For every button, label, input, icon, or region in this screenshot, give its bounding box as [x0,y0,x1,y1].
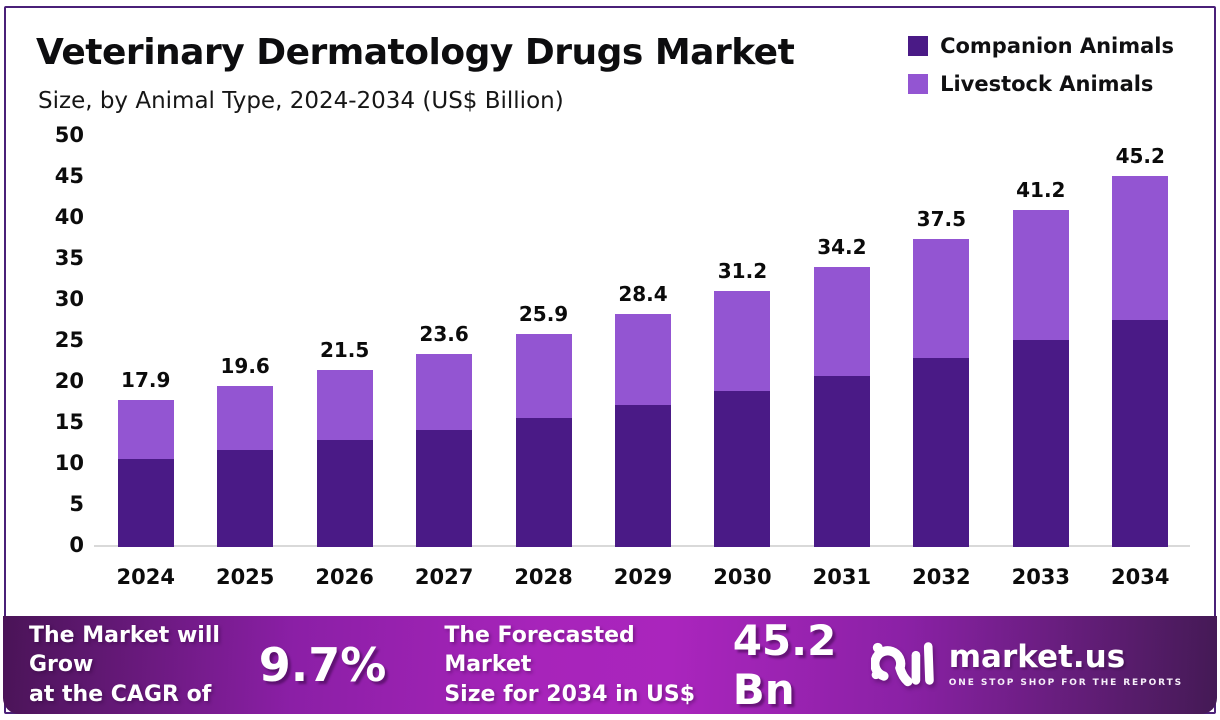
bar-total-label-2027: 23.6 [419,322,469,346]
y-tick-45: 45 [54,164,84,188]
y-tick-40: 40 [54,205,84,229]
x-label-2034: 2034 [1111,565,1170,589]
stacked-bar-chart: 50 45 40 35 30 25 20 15 10 5 0 17.9 19.6 21.5 23.6 25.… [36,123,1190,605]
bars-container: 17.9 19.6 21.5 23.6 25.9 28.4 31.2 34.2 37.5 41.2… [96,135,1190,547]
bar-total-label-2025: 19.6 [220,354,270,378]
bar-segment-livestock-2028 [515,334,572,418]
bar-total-label-2026: 21.5 [319,338,370,362]
bar-total-label-2034: 45.2 [1115,144,1165,168]
bar-segment-companion-2029 [614,405,671,547]
cagr-label: The Market will Grow at the CAGR of [29,623,220,707]
brand-block: market.us ONE STOP SHOP FOR THE REPORTS [870,639,1191,691]
bar-segment-livestock-2027 [416,354,473,430]
chart-panel: Veterinary Dermatology Drugs Market Size… [4,6,1216,714]
bar-2034: 45.2 [1091,135,1190,547]
bar-segment-livestock-2029 [614,314,671,405]
y-tick-5: 5 [69,492,84,516]
bar-segment-livestock-2033 [1012,210,1069,340]
x-label-2025: 2025 [215,565,275,589]
bar-segment-companion-2030 [714,391,771,547]
y-tick-30: 30 [54,287,84,311]
y-tick-50: 50 [54,123,84,147]
bar-total-label-2024: 17.9 [121,368,171,392]
x-label-2029: 2029 [613,565,673,589]
bar-segment-companion-2025 [217,450,274,547]
legend-swatch-livestock-icon [908,74,929,94]
y-tick-10: 10 [54,451,84,475]
legend-item-livestock: Livestock Animals [908,72,1174,96]
bar-2033: 41.2 [991,135,1090,547]
forecast-label: The Forecasted Market Size for 2034 in U… [444,623,696,707]
bar-2025: 19.6 [195,135,294,547]
bar-segment-companion-2031 [813,376,870,547]
bar-segment-companion-2034 [1112,320,1169,547]
bar-total-label-2030: 31.2 [717,259,768,283]
bar-segment-companion-2026 [316,440,373,547]
bar-total-label-2033: 41.2 [1016,178,1066,202]
bar-segment-livestock-2031 [813,267,870,376]
y-tick-25: 25 [54,328,84,352]
x-label-2028: 2028 [514,565,573,589]
bar-2026: 21.5 [295,135,394,547]
bar-2032: 37.5 [892,135,991,547]
bar-total-label-2029: 28.4 [618,282,668,306]
bar-2028: 25.9 [494,135,593,547]
page-title: Veterinary Dermatology Drugs Market [36,32,795,73]
x-label-2024: 2024 [116,565,175,589]
bar-segment-companion-2024 [117,459,174,547]
bar-2030: 31.2 [693,135,792,547]
y-tick-0: 0 [69,533,84,557]
x-axis-labels: 2024 2025 2026 2027 2028 2029 2030 2031 2032 2033… [96,547,1190,589]
bar-segment-companion-2028 [515,418,572,547]
bar-segment-livestock-2034 [1112,176,1169,320]
y-axis: 50 45 40 35 30 25 20 15 10 5 0 [36,123,84,557]
chart-legend: Companion Animals Livestock Animals [908,34,1174,110]
x-label-2026: 2026 [315,565,374,589]
x-label-2030: 2030 [713,565,772,589]
footer-banner: The Market will Grow at the CAGR of 9.7%… [3,616,1217,714]
legend-label-livestock: Livestock Animals [940,72,1154,96]
bar-total-label-2031: 34.2 [817,235,867,259]
y-tick-20: 20 [54,369,84,393]
bar-segment-livestock-2025 [217,386,274,450]
legend-label-companion: Companion Animals [940,34,1174,58]
bar-segment-livestock-2032 [913,239,970,358]
brand-tagline: ONE STOP SHOP FOR THE REPORTS [948,678,1183,688]
brand-name: market.us [948,639,1126,675]
bar-total-label-2032: 37.5 [916,207,967,231]
y-tick-35: 35 [54,246,84,270]
bar-segment-livestock-2024 [117,400,174,459]
bar-2029: 28.4 [593,135,692,547]
bar-segment-companion-2033 [1012,340,1069,547]
x-label-2032: 2032 [912,565,971,589]
y-tick-15: 15 [54,410,84,434]
legend-item-companion: Companion Animals [908,34,1174,58]
forecast-value: 45.2 Bn [732,616,837,714]
x-label-2031: 2031 [812,565,872,589]
bar-segment-livestock-2026 [316,370,373,440]
bar-2024: 17.9 [96,135,195,547]
bar-segment-companion-2032 [913,358,970,547]
x-label-2033: 2033 [1011,565,1071,589]
bar-2031: 34.2 [792,135,891,547]
brand-text: market.us ONE STOP SHOP FOR THE REPORTS [948,639,1183,689]
bar-segment-livestock-2030 [714,291,771,391]
x-label-2027: 2027 [414,565,474,589]
plot-area: 17.9 19.6 21.5 23.6 25.9 28.4 31.2 34.2 37.5 41.2… [94,135,1190,547]
market-us-logo-icon [870,642,934,687]
bar-total-label-2028: 25.9 [518,302,569,326]
cagr-value: 9.7% [258,638,387,692]
bar-2027: 23.6 [394,135,493,547]
page-subtitle: Size, by Animal Type, 2024-2034 (US$ Bil… [38,88,564,114]
legend-swatch-companion-icon [908,36,929,56]
bar-segment-companion-2027 [416,430,473,547]
